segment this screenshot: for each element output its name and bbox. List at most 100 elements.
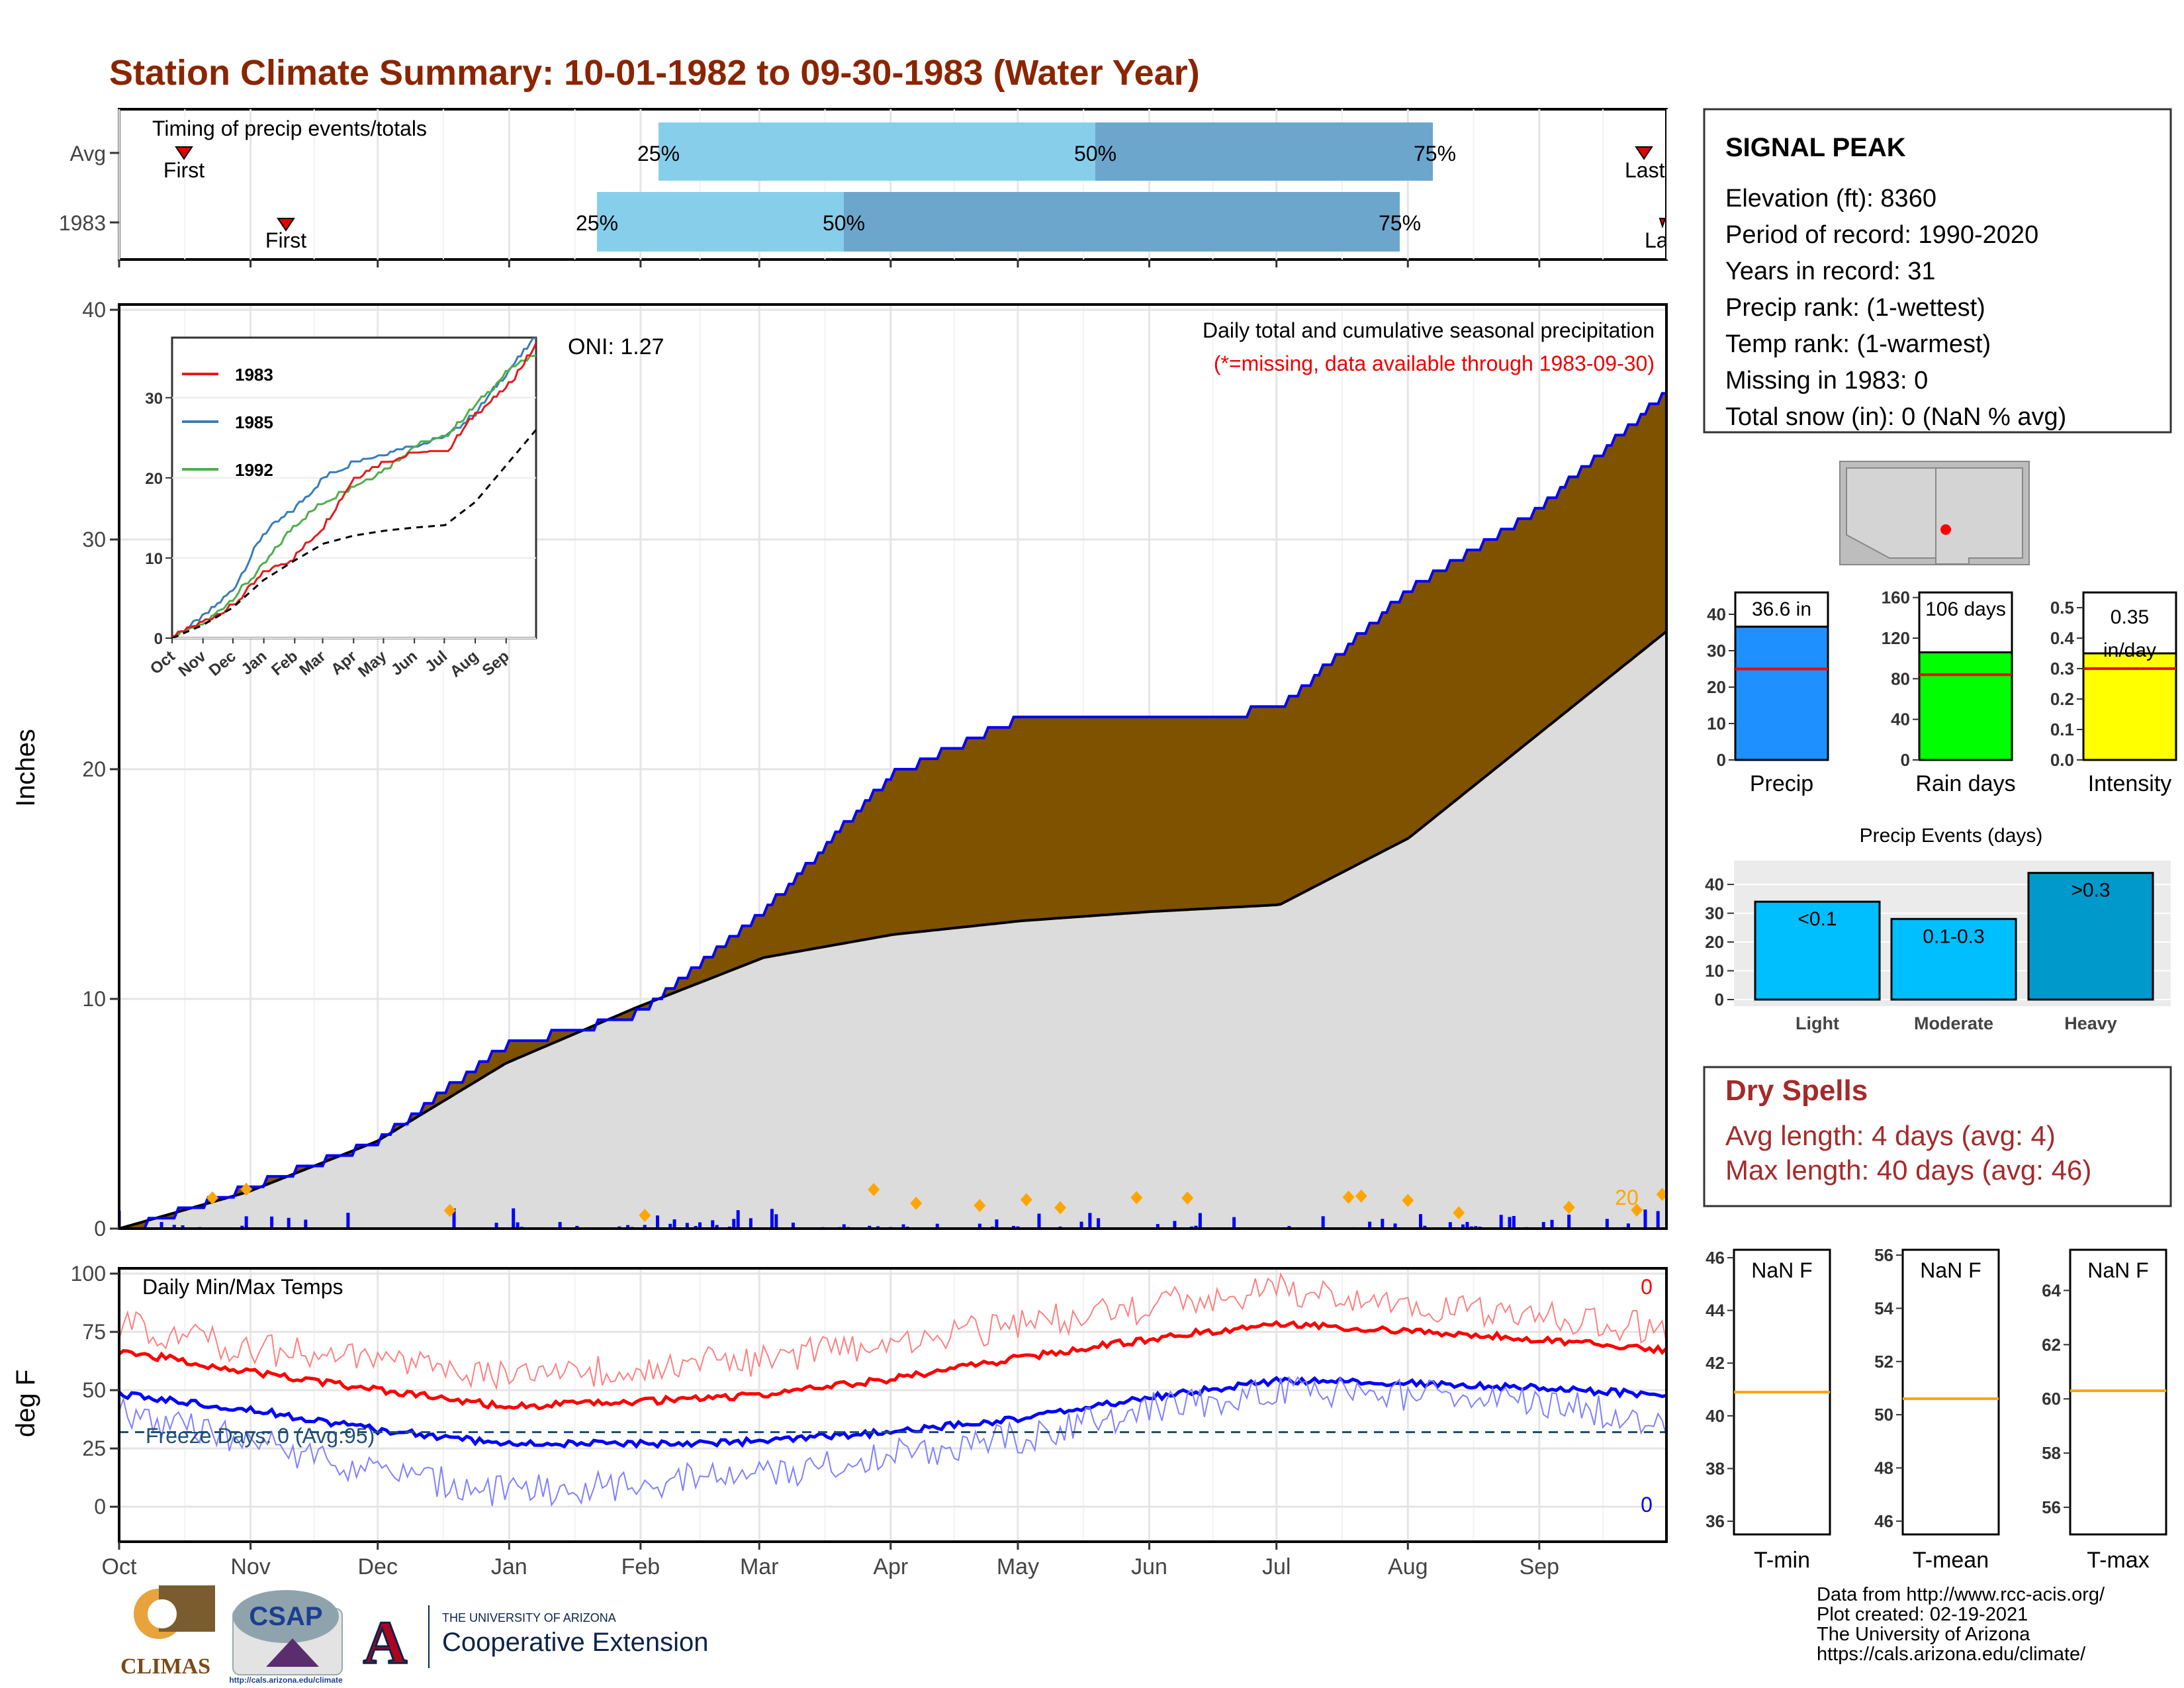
- month-tick-label: Feb: [621, 1554, 660, 1579]
- temp-summary-label: T-min: [1754, 1548, 1810, 1573]
- summary-y-tick: 30: [1707, 641, 1726, 661]
- station-location-marker: [1940, 524, 1951, 535]
- daily-precip-bar: [1079, 1221, 1083, 1229]
- inset-legend-1983: 1983: [235, 365, 273, 385]
- events-y-tick: 0: [1715, 990, 1724, 1009]
- avg-p50-label: 50%: [1074, 142, 1116, 165]
- month-tick-label: Apr: [873, 1554, 908, 1579]
- summary-y-tick: 80: [1891, 669, 1910, 688]
- events-y-tick: 40: [1705, 874, 1724, 894]
- summary-y-tick: 20: [1707, 677, 1726, 697]
- summary-category-label: Rain days: [1915, 771, 2015, 796]
- temperature-summary-charts: 36 38 40 42 44 46 NaN F T-min 46 48 50 52 54 56 NaN F T…: [1706, 1245, 2167, 1573]
- summary-category-label: Precip: [1750, 771, 1813, 796]
- summary-y-tick: 120: [1882, 628, 1910, 648]
- daily-precip-bar: [304, 1219, 308, 1229]
- daily-precip-bar: [1381, 1219, 1385, 1229]
- university-of-arizona-logo: A THE UNIVERSITY OF ARIZONA Cooperative …: [362, 1605, 708, 1677]
- daily-precip-bar: [978, 1223, 981, 1229]
- climas-logo-text: CLIMAS: [120, 1654, 210, 1679]
- month-tick-label: Mar: [740, 1554, 779, 1579]
- large-event-marker: [1020, 1193, 1032, 1207]
- inset-series-line: [172, 342, 536, 637]
- csap-logo-text: CSAP: [249, 1602, 322, 1631]
- events-category-label: Heavy: [2064, 1013, 2117, 1033]
- temp-summary-y-tick: 56: [2042, 1497, 2061, 1517]
- timing-row-avg: Avg: [69, 142, 106, 165]
- inset-y-tick: 0: [154, 630, 163, 648]
- large-event-marker: [1563, 1200, 1575, 1214]
- station-name: SIGNAL PEAK: [1725, 133, 1906, 162]
- events-y-tick: 10: [1705, 961, 1724, 981]
- summary-value-label: 106 days: [1925, 598, 2006, 620]
- temp-summary-y-tick: 50: [1874, 1405, 1893, 1425]
- avg-cumulative-area: [119, 631, 1666, 1229]
- footer: CLIMAS CSAP http://cals.arizona.edu/clim…: [120, 1584, 2105, 1685]
- events-bar-label: 0.1-0.3: [1923, 925, 1984, 947]
- freeze-days-label: Freeze Days: 0 (Avg:95): [146, 1424, 375, 1448]
- inset-y-tick: 20: [145, 470, 163, 488]
- avg-last-label: Last: [1625, 158, 1665, 182]
- precip-y-tick: 0: [94, 1217, 106, 1241]
- daily-precip-bar: [181, 1225, 185, 1229]
- daily-precip-bar: [736, 1210, 740, 1229]
- avg-first-label: First: [163, 158, 205, 182]
- temp-summary-y-tick: 44: [1706, 1301, 1725, 1321]
- daily-precip-bar: [516, 1222, 520, 1229]
- precip-y-tick: 20: [82, 757, 106, 781]
- daily-precip-bar: [1465, 1221, 1469, 1229]
- summary-value-label: 0.35: [2111, 606, 2149, 628]
- temp-y-tick: 50: [82, 1378, 106, 1402]
- event-count-label: 20: [1615, 1186, 1639, 1209]
- daily-precip-bar: [1656, 1211, 1660, 1229]
- temp-summary-y-tick: 62: [2042, 1335, 2061, 1354]
- events-category-label: Light: [1796, 1013, 1839, 1033]
- station-info-line: Temp rank: (1-warmest): [1725, 330, 1991, 358]
- large-event-marker: [443, 1203, 456, 1217]
- temp-summary-y-tick: 46: [1874, 1511, 1893, 1531]
- large-event-marker: [1453, 1206, 1465, 1220]
- daily-precip-bar: [935, 1223, 939, 1229]
- temp-summary-y-tick: 48: [1874, 1458, 1893, 1478]
- temp-summary-value: NaN F: [1751, 1258, 1812, 1282]
- year-p25-label: 25%: [576, 211, 618, 235]
- precip-y-tick: 30: [82, 528, 106, 551]
- daily-precip-bar: [1368, 1221, 1372, 1229]
- daily-precip-bar: [1012, 1225, 1016, 1229]
- dry-spells-title: Dry Spells: [1725, 1074, 1868, 1107]
- observed-cumulative-line: [119, 392, 1666, 1229]
- temp-summary-y-tick: 54: [1874, 1298, 1893, 1318]
- month-tick-label: Dec: [357, 1554, 397, 1579]
- large-event-marker: [910, 1196, 923, 1210]
- daily-precip-bar: [1321, 1216, 1325, 1229]
- daily-precip-bar: [643, 1225, 647, 1229]
- oni-label: ONI: 1.27: [568, 334, 664, 359]
- large-event-marker: [639, 1208, 651, 1222]
- station-info-line: Total snow (in): 0 (NaN % avg): [1725, 403, 2066, 431]
- temp-summary-y-tick: 40: [1706, 1406, 1725, 1426]
- daily-precip-bar: [668, 1223, 672, 1229]
- daily-precip-bar: [1232, 1217, 1236, 1229]
- temp-panel-label: Daily Min/Max Temps: [142, 1275, 343, 1299]
- summary-bar-charts: 0 10 20 30 40 36.6 in Precip 0 40 80 120 160 106 day…: [1707, 588, 2177, 796]
- year-last-marker-icon: [1659, 218, 1666, 229]
- daily-precip-bar: [1499, 1215, 1503, 1229]
- summary-y-tick: 0.4: [2050, 628, 2075, 648]
- temp-summary-frame: [1901, 1248, 2000, 1536]
- daily-precip-bar: [711, 1220, 715, 1229]
- station-info-line: Years in record: 31: [1725, 258, 1936, 285]
- precip-data-note: (*=missing, data available through 1983-…: [1214, 352, 1655, 375]
- events-bar: [1754, 900, 1881, 1001]
- events-bar-label: <0.1: [1797, 908, 1837, 930]
- dry-spells-box: Dry Spells Avg length: 4 days (avg: 4) M…: [1703, 1066, 2172, 1207]
- footer-line-2: Plot created: 02-19-2021: [1817, 1604, 2028, 1625]
- daily-precip-bar: [1626, 1223, 1630, 1229]
- daily-precip-bar: [770, 1209, 774, 1229]
- month-tick-label: Oct: [102, 1554, 137, 1579]
- daily-precip-bar: [732, 1219, 736, 1229]
- daily-precip-bar: [749, 1218, 752, 1229]
- precip-subtitle: Daily total and cumulative seasonal prec…: [1203, 318, 1655, 342]
- summary-y-tick: 0.2: [2050, 689, 2074, 709]
